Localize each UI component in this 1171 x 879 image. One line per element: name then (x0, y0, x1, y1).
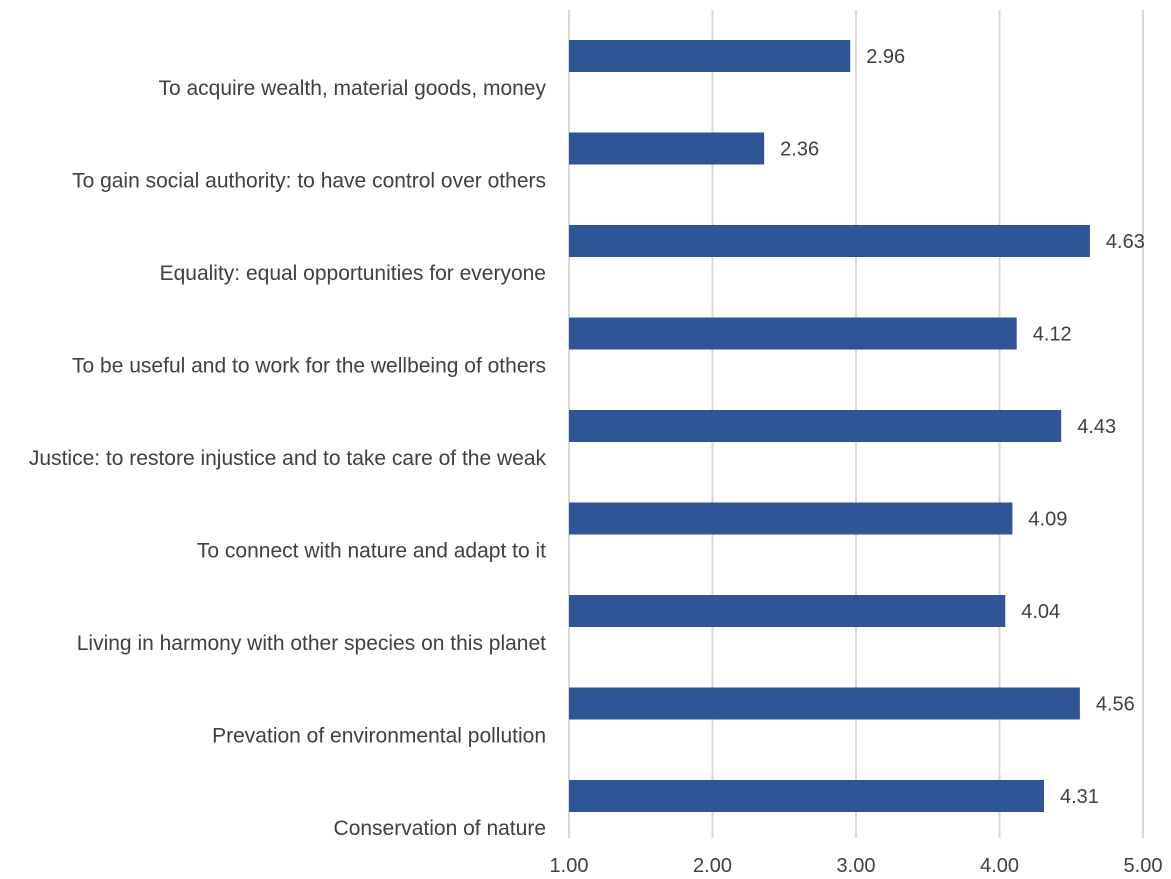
bar (569, 132, 765, 165)
bar (569, 780, 1044, 812)
data-label: 4.12 (1033, 324, 1072, 346)
x-tick-label: 1.00 (550, 855, 589, 877)
bar (569, 595, 1006, 627)
category-label: To be useful and to work for the wellbei… (72, 355, 546, 378)
value-labels: 2.96 2.36 4.63 4.12 4.43 4.09 4.04 4.56 4.31 (780, 46, 1145, 808)
data-label: 4.04 (1021, 601, 1060, 623)
data-label: 4.56 (1096, 694, 1135, 716)
data-label: 4.31 (1060, 786, 1099, 808)
data-label: 4.09 (1028, 509, 1067, 531)
category-label: To connect with nature and adapt to it (197, 540, 546, 563)
category-labels: To acquire wealth, material goods, money… (29, 77, 547, 840)
bar (569, 40, 851, 72)
x-tick-label: 5.00 (1124, 855, 1163, 877)
category-label: To acquire wealth, material goods, money (158, 77, 546, 100)
bar (569, 502, 1013, 535)
category-label: To gain social authority: to have contro… (72, 170, 546, 193)
x-axis-tick-labels: 1.00 2.00 3.00 4.00 5.00 (550, 855, 1163, 877)
x-tick-label: 2.00 (693, 855, 732, 877)
category-label: Living in harmony with other species on … (77, 632, 546, 655)
bar (569, 410, 1062, 442)
bar (569, 225, 1090, 257)
x-tick-label: 4.00 (980, 855, 1019, 877)
bars (569, 40, 1090, 812)
data-label: 2.36 (780, 139, 819, 161)
category-label: Justice: to restore injustice and to tak… (29, 447, 547, 470)
category-label: Conservation of nature (334, 817, 546, 840)
data-label: 2.96 (866, 46, 905, 68)
category-label: Prevation of environmental pollution (212, 725, 546, 748)
x-tick-label: 3.00 (837, 855, 876, 877)
data-label: 4.43 (1077, 416, 1116, 438)
category-label: Equality: equal opportunities for everyo… (160, 262, 546, 285)
bar (569, 317, 1017, 350)
bar (569, 687, 1080, 720)
data-label: 4.63 (1106, 231, 1145, 253)
